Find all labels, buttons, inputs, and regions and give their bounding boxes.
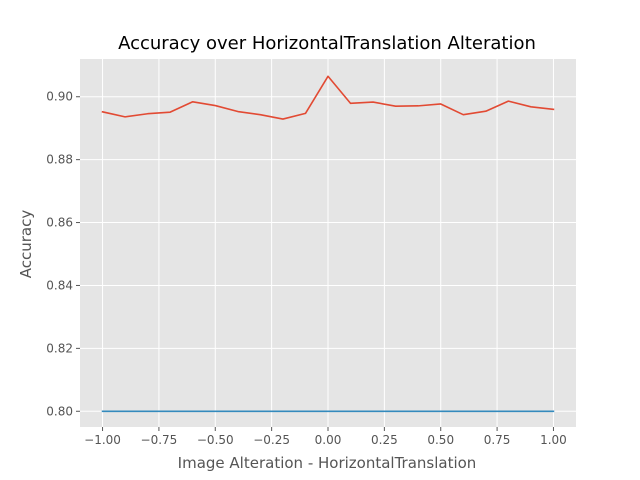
series-line-1 — [101, 75, 555, 120]
x-tick-label: −1.00 — [84, 433, 121, 447]
y-axis-label: Accuracy — [17, 210, 35, 279]
y-axis: 0.80 0.82 0.84 0.86 0.88 0.90 — [46, 90, 80, 418]
x-tick-label: 1.00 — [540, 433, 567, 447]
y-tick-label: 0.90 — [46, 90, 73, 104]
x-axis: −1.00 −0.75 −0.50 −0.25 0.00 0.25 0.50 0.75 1.00 — [84, 427, 567, 447]
x-tick-label: 0.75 — [484, 433, 511, 447]
x-axis-label: Image Alteration - HorizontalTranslation — [178, 454, 477, 472]
y-tick-label: 0.86 — [46, 216, 73, 230]
y-tick-label: 0.82 — [46, 341, 73, 355]
chart-title: Accuracy over HorizontalTranslation Alte… — [118, 33, 536, 54]
y-tick-label: 0.84 — [46, 278, 73, 292]
x-tick-label: 0.50 — [427, 433, 454, 447]
x-tick-label: −0.75 — [141, 433, 178, 447]
y-tick-label: 0.80 — [46, 404, 73, 418]
x-tick-label: 0.00 — [315, 433, 342, 447]
y-tick-label: 0.88 — [46, 153, 73, 167]
x-tick-label: −0.25 — [253, 433, 290, 447]
x-tick-label: −0.50 — [197, 433, 234, 447]
series-layer — [101, 75, 555, 413]
x-tick-label: 0.25 — [371, 433, 398, 447]
